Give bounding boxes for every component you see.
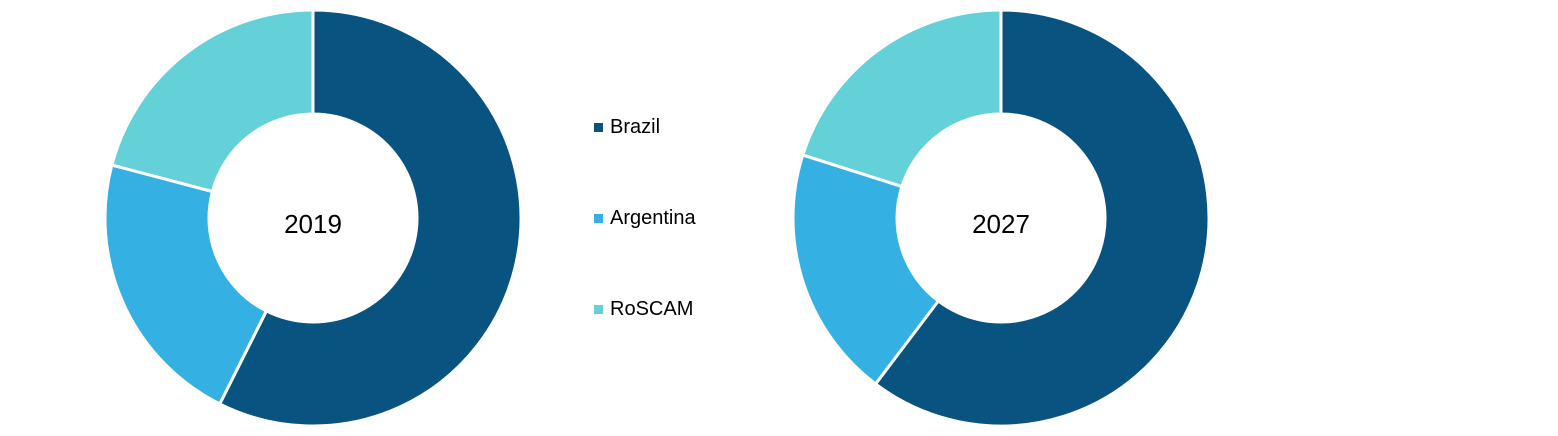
legend-item-brazil: Brazil — [594, 112, 696, 142]
donut-center-label-2027: 2027 — [972, 209, 1030, 239]
donut-center-label-2019: 2019 — [284, 209, 342, 239]
legend-label-roscam: RoSCAM — [610, 297, 694, 320]
donut-2027-slice-roscam — [800, 8, 1003, 189]
donut-2027-slice-brazil — [873, 8, 1211, 428]
legend-label-argentina: Argentina — [610, 206, 696, 229]
legend: Brazil Argentina RoSCAM — [594, 112, 696, 385]
donut-2019-slice-argentina — [103, 163, 269, 406]
legend-swatch-roscam — [594, 304, 603, 314]
donut-2019-slice-brazil — [217, 8, 523, 428]
donut-2027-slice-argentina — [791, 153, 941, 387]
legend-swatch-brazil — [594, 122, 603, 132]
donut-2019-slice-roscam — [110, 8, 315, 194]
legend-label-brazil: Brazil — [610, 115, 661, 138]
legend-item-roscam: RoSCAM — [594, 294, 696, 324]
legend-item-argentina: Argentina — [594, 203, 696, 233]
legend-swatch-argentina — [594, 213, 603, 223]
